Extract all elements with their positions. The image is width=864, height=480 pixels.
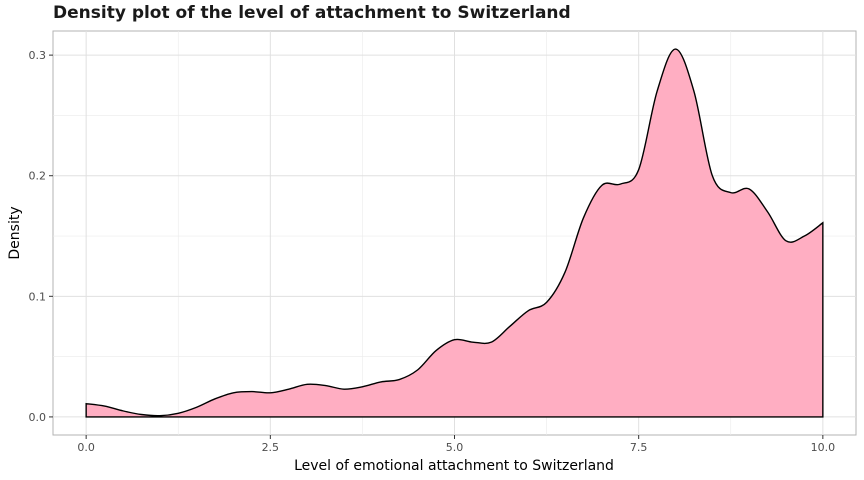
- y-tick-label: 0.1: [29, 290, 47, 303]
- chart-title: Density plot of the level of attachment …: [53, 3, 571, 23]
- x-tick-label: 5.0: [446, 441, 464, 454]
- x-axis: 0.0 2.5 5.0 7.5 10.0: [77, 435, 835, 454]
- density-area: [86, 49, 823, 417]
- density-line: [85, 48, 824, 418]
- y-tick-label: 0.0: [29, 411, 47, 424]
- y-tick-label: 0.2: [29, 170, 47, 183]
- x-tick-label: 7.5: [630, 441, 648, 454]
- x-tick-label: 2.5: [262, 441, 280, 454]
- x-axis-label: Level of emotional attachment to Switzer…: [294, 458, 614, 474]
- y-tick-label: 0.3: [29, 49, 47, 62]
- y-axis: 0.0 0.1 0.2 0.3: [29, 49, 53, 424]
- y-axis-label: Density: [7, 206, 23, 259]
- x-tick-label: 0.0: [77, 441, 95, 454]
- x-tick-label: 10.0: [811, 441, 836, 454]
